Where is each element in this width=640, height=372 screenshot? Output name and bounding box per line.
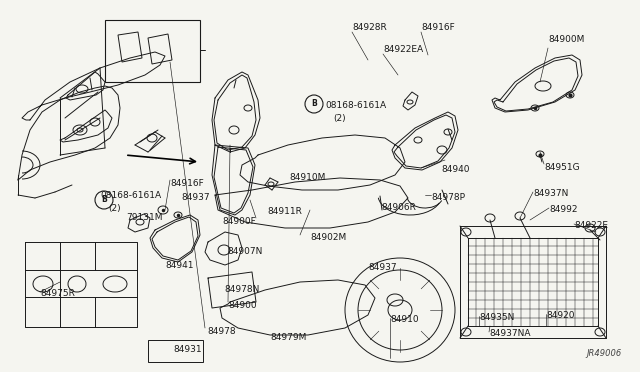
Text: 84920: 84920 — [546, 311, 575, 321]
Text: 84978: 84978 — [207, 327, 236, 337]
Text: 84928R: 84928R — [352, 23, 387, 32]
Text: 84978P: 84978P — [431, 193, 465, 202]
Text: 84902M: 84902M — [310, 234, 346, 243]
Text: (2): (2) — [333, 113, 346, 122]
Text: 84910M: 84910M — [289, 173, 325, 183]
Text: 84951G: 84951G — [544, 164, 580, 173]
Text: 84910: 84910 — [390, 315, 419, 324]
Text: 84937: 84937 — [181, 192, 210, 202]
Text: 84911R: 84911R — [267, 208, 302, 217]
Text: 84922E: 84922E — [574, 221, 608, 230]
Text: 84937NA: 84937NA — [489, 330, 531, 339]
Text: 84907N: 84907N — [227, 247, 262, 256]
Text: 84900F: 84900F — [222, 218, 256, 227]
Text: 84922EA: 84922EA — [383, 45, 423, 55]
Text: 84935N: 84935N — [479, 314, 515, 323]
Text: 84941: 84941 — [165, 260, 193, 269]
Text: 84975R: 84975R — [40, 289, 75, 298]
FancyBboxPatch shape — [105, 20, 200, 82]
Text: (2): (2) — [108, 203, 120, 212]
Text: 84931: 84931 — [173, 346, 202, 355]
FancyBboxPatch shape — [148, 340, 203, 362]
Text: B: B — [311, 99, 317, 109]
Text: 84979M: 84979M — [270, 334, 307, 343]
Text: 84937N: 84937N — [533, 189, 568, 199]
Text: 08168-6161A: 08168-6161A — [100, 192, 161, 201]
Text: 08168-6161A: 08168-6161A — [325, 102, 386, 110]
Text: 84940: 84940 — [441, 166, 470, 174]
Text: 79131M: 79131M — [126, 214, 163, 222]
Text: 84937: 84937 — [368, 263, 397, 273]
Text: 84992: 84992 — [549, 205, 577, 215]
Text: 84916F: 84916F — [170, 179, 204, 187]
Text: 84916F: 84916F — [421, 23, 455, 32]
Text: JR49006: JR49006 — [587, 349, 622, 358]
Text: 84900M: 84900M — [548, 35, 584, 45]
Text: 84906R: 84906R — [381, 203, 416, 212]
Text: 84978N: 84978N — [224, 285, 259, 295]
Text: 84900: 84900 — [228, 301, 257, 310]
Text: B: B — [101, 196, 107, 205]
